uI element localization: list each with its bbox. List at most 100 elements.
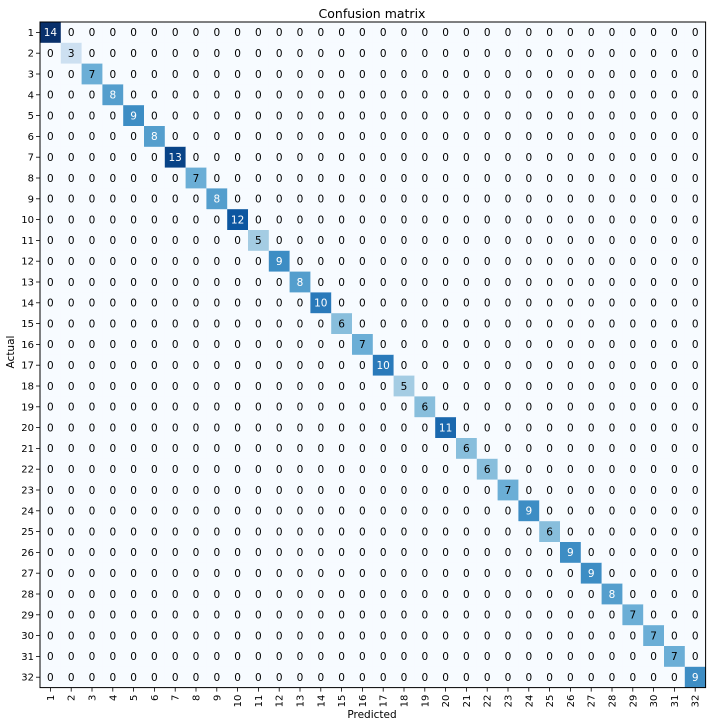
cell-value-label: 0	[671, 381, 678, 393]
heatmap-cell	[164, 84, 186, 106]
cell-value-label: 0	[213, 422, 220, 434]
heatmap-cell	[456, 646, 478, 668]
cell-value-label: 0	[505, 131, 512, 143]
cell-value-label: 0	[317, 381, 324, 393]
cell-value-label: 0	[671, 235, 678, 247]
cell-value-label: 0	[172, 110, 179, 122]
cell-value-label: 0	[692, 360, 699, 372]
cell-value-label: 0	[609, 48, 616, 60]
heatmap-cell	[435, 521, 457, 543]
heatmap-cell	[227, 479, 249, 501]
cell-value-label: 0	[47, 589, 54, 601]
heatmap-cell	[60, 542, 82, 564]
heatmap-cell	[227, 375, 249, 397]
cell-value-label: 0	[692, 443, 699, 455]
cell-value-label: 0	[213, 339, 220, 351]
y-tick-label: 18	[21, 382, 34, 393]
cell-value-label: 0	[172, 630, 179, 642]
heatmap-cell	[560, 230, 582, 252]
cell-value-label: 0	[193, 318, 200, 330]
heatmap-cell	[144, 313, 166, 335]
heatmap-cell	[664, 230, 686, 252]
heatmap-cell	[102, 22, 124, 44]
heatmap-cell	[560, 146, 582, 168]
heatmap-cell	[643, 666, 665, 688]
cell-value-label: 0	[297, 547, 304, 559]
cell-value-label: 0	[255, 48, 262, 60]
cell-value-label: 0	[317, 48, 324, 60]
cell-value-label: 0	[109, 610, 116, 622]
heatmap-cell	[476, 167, 498, 189]
cell-value-label: 8	[109, 90, 116, 102]
heatmap-cell	[497, 22, 519, 44]
y-tick-label: 7	[28, 153, 34, 164]
heatmap-cell	[144, 230, 166, 252]
cell-value-label: 0	[588, 547, 595, 559]
cell-value-label: 0	[234, 69, 241, 81]
cell-value-label: 0	[401, 568, 408, 580]
heatmap-cell	[664, 417, 686, 439]
heatmap-cell	[622, 500, 644, 522]
cell-value-label: 0	[276, 152, 283, 164]
heatmap-cell	[393, 126, 415, 148]
heatmap-cell	[643, 479, 665, 501]
cell-value-label: 0	[505, 69, 512, 81]
heatmap-cell	[268, 292, 290, 314]
chart-title: Confusion matrix	[319, 6, 426, 21]
heatmap-cell	[268, 126, 290, 148]
cell-value-label: 0	[213, 651, 220, 663]
cell-value-label: 0	[89, 402, 96, 414]
heatmap-cell	[393, 604, 415, 626]
heatmap-cell	[664, 396, 686, 418]
cell-value-label: 0	[68, 443, 75, 455]
heatmap-cell	[144, 354, 166, 376]
cell-value-label: 0	[213, 298, 220, 310]
cell-value-label: 0	[629, 194, 636, 206]
cell-value-label: 0	[629, 381, 636, 393]
heatmap-cell	[643, 458, 665, 480]
cell-value-label: 0	[671, 402, 678, 414]
heatmap-cell	[664, 666, 686, 688]
cell-value-label: 10	[314, 298, 327, 310]
cell-value-label: 0	[234, 547, 241, 559]
heatmap-cell	[185, 313, 207, 335]
heatmap-cell	[164, 375, 186, 397]
cell-value-label: 0	[234, 610, 241, 622]
heatmap-cell	[622, 167, 644, 189]
cell-value-label: 0	[151, 547, 158, 559]
heatmap-cell	[560, 521, 582, 543]
cell-value-label: 0	[47, 194, 54, 206]
cell-value-label: 0	[47, 360, 54, 372]
heatmap-cell	[684, 666, 706, 688]
cell-value-label: 0	[629, 48, 636, 60]
cell-value-label: 0	[650, 464, 657, 476]
cell-value-label: 0	[276, 214, 283, 226]
heatmap-cell	[456, 542, 478, 564]
heatmap-cell	[123, 146, 145, 168]
heatmap-cell	[331, 42, 353, 64]
heatmap-cell	[539, 42, 561, 64]
heatmap-cell	[268, 542, 290, 564]
heatmap-cell	[580, 500, 602, 522]
heatmap-cell	[476, 666, 498, 688]
heatmap-cell	[144, 458, 166, 480]
heatmap-cell	[81, 646, 103, 668]
cell-value-label: 0	[463, 235, 470, 247]
heatmap-cell	[289, 583, 311, 605]
cell-value-label: 0	[47, 131, 54, 143]
heatmap-cell	[560, 562, 582, 584]
heatmap-cell	[601, 313, 623, 335]
heatmap-cell	[601, 250, 623, 272]
cell-value-label: 0	[505, 235, 512, 247]
cell-value-label: 0	[213, 173, 220, 185]
heatmap-cell	[206, 542, 228, 564]
heatmap-cell	[352, 63, 374, 85]
heatmap-cell	[40, 479, 62, 501]
heatmap-cell	[102, 604, 124, 626]
cell-value-label: 0	[380, 568, 387, 580]
cell-value-label: 0	[692, 69, 699, 81]
cell-value-label: 0	[193, 381, 200, 393]
heatmap-cell	[518, 604, 540, 626]
heatmap-cell	[81, 500, 103, 522]
cell-value-label: 0	[276, 443, 283, 455]
